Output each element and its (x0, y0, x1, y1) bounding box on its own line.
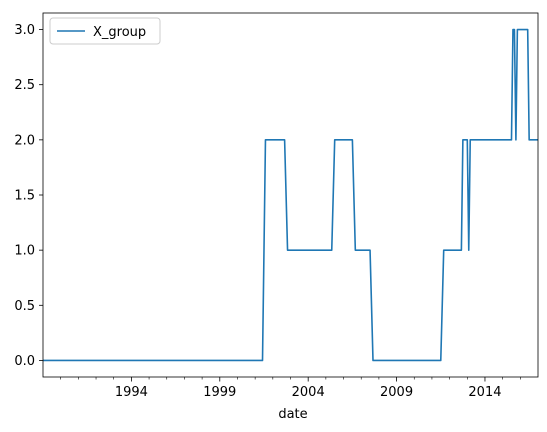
y-tick-label: 0.5 (14, 299, 35, 314)
y-tick-label: 1.0 (14, 244, 35, 259)
axes-layer: 0.0 0.5 1.0 1.5 2.0 2.5 3.0 1994 1999 2004 2009 201… (14, 23, 521, 400)
y-tick-label: 3.0 (14, 23, 35, 38)
legend-label: X_group (93, 25, 146, 40)
x-tick-label: 1999 (203, 385, 236, 400)
x-tick-label: 2009 (380, 385, 413, 400)
x-tick-label: 2004 (292, 385, 325, 400)
x-tick-label: 1994 (115, 385, 148, 400)
y-tick-label: 1.5 (14, 189, 35, 204)
x-tick-label: 2014 (468, 385, 501, 400)
y-tick-label: 2.5 (14, 78, 35, 93)
legend-box (49, 17, 161, 45)
x-axis-title: date (278, 407, 307, 422)
legend: X_group (49, 17, 161, 45)
series-layer (43, 28, 538, 362)
plot-frame (42, 12, 539, 378)
plot-area (43, 13, 538, 377)
series-line (43, 28, 538, 362)
y-tick-label: 2.0 (14, 133, 35, 148)
y-tick-label: 0.0 (14, 354, 35, 369)
